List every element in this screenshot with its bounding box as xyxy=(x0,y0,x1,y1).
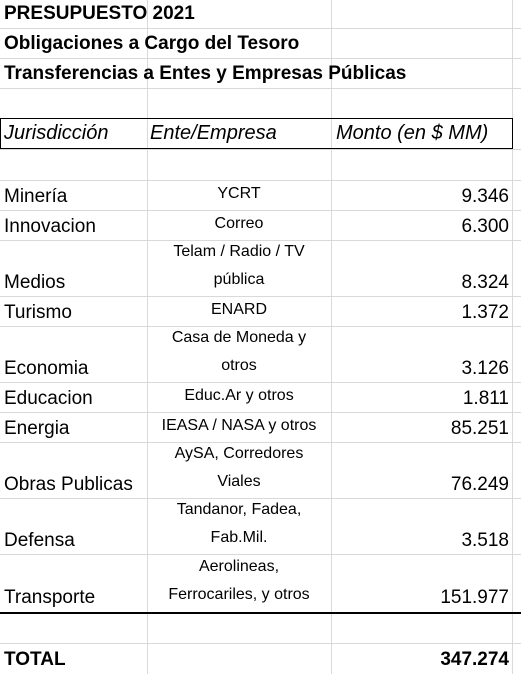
cell-monto: 3.518 xyxy=(461,530,509,551)
cell-ente-line: Tandanor, Fadea, xyxy=(176,501,302,518)
cell-monto: 151.977 xyxy=(440,587,509,608)
cell-ente: Educ.Ar y otros xyxy=(148,382,330,410)
table-row: Energia IEASA / NASA y otros 85.251 xyxy=(0,412,521,442)
grid-row-line xyxy=(0,442,521,443)
cell-ente: ENARD xyxy=(148,296,330,324)
cell-ente-line: pública xyxy=(213,271,265,288)
cell-jurisdiccion: Transporte xyxy=(4,587,96,608)
cell-monto: 6.300 xyxy=(461,216,509,237)
cell-ente: Telam / Radio / TV pública xyxy=(148,238,330,294)
cell-ente-line: IEASA / NASA y otros xyxy=(161,417,317,434)
cell-monto: 1.372 xyxy=(461,302,509,323)
cell-ente: AySA, Corredores Viales xyxy=(148,440,330,496)
cell-ente-line: YCRT xyxy=(217,185,261,202)
cell-ente-line: otros xyxy=(221,357,257,374)
cell-monto: 85.251 xyxy=(450,418,509,439)
cell-ente-line: AySA, Corredores xyxy=(174,445,304,462)
title-obligaciones: Obligaciones a Cargo del Tesoro xyxy=(4,33,300,54)
cell-jurisdiccion: Defensa xyxy=(4,530,75,551)
total-label: TOTAL xyxy=(4,649,66,670)
table-row: Obras Publicas AySA, Corredores Viales 7… xyxy=(0,442,521,498)
cell-ente-line: Aerolineas, xyxy=(198,558,280,575)
cell-jurisdiccion: Minería xyxy=(4,186,68,207)
grid-row-line xyxy=(0,149,521,150)
cell-ente-line: Fab.Mil. xyxy=(210,529,268,546)
title-presupuesto: PRESUPUESTO 2021 xyxy=(4,3,195,24)
total-row: TOTAL 347.274 xyxy=(0,643,521,673)
cell-ente-line: Correo xyxy=(214,215,264,232)
grid-row-line xyxy=(0,554,521,555)
cell-ente-line: Telam / Radio / TV xyxy=(173,243,305,260)
cell-ente-line: Educ.Ar y otros xyxy=(184,387,294,404)
table-row: Educacion Educ.Ar y otros 1.811 xyxy=(0,382,521,412)
cell-ente: Tandanor, Fadea, Fab.Mil. xyxy=(148,496,330,552)
grid-row-line xyxy=(0,612,521,614)
cell-ente: Aerolineas, Ferrocariles, y otros xyxy=(148,553,330,609)
grid-row-line xyxy=(0,412,521,413)
cell-ente-line: Casa de Moneda y xyxy=(171,329,307,346)
cell-ente-line: Ferrocariles, y otros xyxy=(168,586,310,603)
grid-row-line xyxy=(0,296,521,297)
grid-col-line xyxy=(512,0,513,674)
grid-row-line xyxy=(0,240,521,241)
title-transferencias: Transferencias a Entes y Empresas Públic… xyxy=(4,63,407,84)
cell-ente: Casa de Moneda y otros xyxy=(148,324,330,380)
cell-ente-line: ENARD xyxy=(210,301,267,318)
cell-jurisdiccion: Economia xyxy=(4,358,89,379)
table-row: Minería YCRT 9.346 xyxy=(0,180,521,210)
cell-jurisdiccion: Turismo xyxy=(4,302,72,323)
table-row: Economia Casa de Moneda y otros 3.126 xyxy=(0,326,521,382)
table-row: Innovacion Correo 6.300 xyxy=(0,210,521,240)
grid-row-line xyxy=(0,58,521,59)
cell-monto: 8.324 xyxy=(461,272,509,293)
table-row: Turismo ENARD 1.372 xyxy=(0,296,521,326)
grid-row-line xyxy=(0,643,521,644)
grid-row-line xyxy=(0,326,521,327)
header-jurisdiccion: Jurisdicción xyxy=(4,122,109,144)
cell-jurisdiccion: Medios xyxy=(4,272,66,293)
cell-jurisdiccion: Educacion xyxy=(4,388,93,409)
grid-col-line xyxy=(331,0,332,674)
cell-monto: 3.126 xyxy=(461,358,509,379)
grid-row-line xyxy=(0,28,521,29)
cell-jurisdiccion: Obras Publicas xyxy=(4,474,133,495)
cell-ente: YCRT xyxy=(148,180,330,208)
grid-row-line xyxy=(0,382,521,383)
cell-jurisdiccion: Energia xyxy=(4,418,70,439)
total-monto: 347.274 xyxy=(440,649,509,670)
grid-row-line xyxy=(0,498,521,499)
table-row: Medios Telam / Radio / TV pública 8.324 xyxy=(0,240,521,296)
header-monto: Monto (en $ MM) xyxy=(336,122,489,144)
cell-ente: IEASA / NASA y otros xyxy=(148,412,330,440)
cell-monto: 76.249 xyxy=(450,474,509,495)
grid-row-line xyxy=(0,88,521,89)
table-row: Transporte Aerolineas, Ferrocariles, y o… xyxy=(0,554,521,611)
cell-ente-line: Viales xyxy=(217,473,261,490)
header-row xyxy=(0,118,513,149)
cell-monto: 9.346 xyxy=(461,186,509,207)
grid-row-line xyxy=(0,180,521,181)
cell-ente: Correo xyxy=(148,210,330,238)
cell-monto: 1.811 xyxy=(462,388,509,409)
grid-col-line xyxy=(147,0,148,674)
table-row: Defensa Tandanor, Fadea, Fab.Mil. 3.518 xyxy=(0,498,521,554)
grid-row-line xyxy=(0,210,521,211)
header-ente: Ente/Empresa xyxy=(150,122,277,144)
cell-jurisdiccion: Innovacion xyxy=(4,216,96,237)
